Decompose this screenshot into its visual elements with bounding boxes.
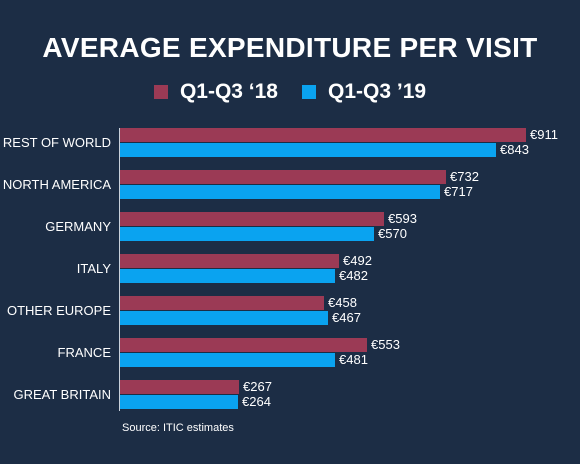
bar-2018 bbox=[120, 128, 526, 142]
data-label: €717 bbox=[444, 184, 473, 199]
bar-2018 bbox=[120, 170, 446, 184]
category-label: GERMANY bbox=[45, 219, 111, 234]
source-note: Source: ITIC estimates bbox=[122, 422, 234, 434]
data-label: €264 bbox=[242, 394, 271, 409]
bar-2018 bbox=[120, 296, 324, 310]
chart-title: AVERAGE EXPENDITURE PER VISIT bbox=[42, 32, 538, 63]
legend-label-2018: Q1-Q3 ‘18 bbox=[179, 80, 278, 103]
bar-2019 bbox=[120, 143, 496, 157]
category-label: REST OF WORLD bbox=[2, 135, 111, 150]
legend-label-2019: Q1-Q3 ’19 bbox=[328, 80, 427, 103]
legend: Q1-Q3 ‘18 Q1-Q3 ’19 bbox=[0, 80, 580, 104]
bar-2019 bbox=[120, 269, 335, 283]
legend-swatch-2018 bbox=[153, 85, 168, 99]
category-label: GREAT BRITAIN bbox=[13, 387, 111, 402]
data-label: €481 bbox=[339, 352, 368, 367]
data-label: €467 bbox=[332, 310, 361, 325]
y-axis-line bbox=[119, 128, 120, 411]
data-label: €843 bbox=[500, 142, 529, 157]
bar-2019 bbox=[120, 395, 238, 409]
category-label: NORTH AMERICA bbox=[2, 177, 111, 192]
bar-2018 bbox=[120, 254, 339, 268]
legend-item-2018: Q1-Q3 ‘18 bbox=[153, 80, 278, 104]
category-label: FRANCE bbox=[57, 345, 111, 360]
bar-2019 bbox=[120, 311, 328, 325]
legend-swatch-2019 bbox=[302, 85, 316, 99]
data-label: €732 bbox=[450, 169, 479, 184]
data-label: €553 bbox=[371, 337, 400, 352]
data-label: €267 bbox=[243, 379, 272, 394]
data-label: €482 bbox=[339, 268, 368, 283]
bar-2019 bbox=[120, 185, 440, 199]
category-label: OTHER EUROPE bbox=[6, 303, 111, 318]
data-label: €911 bbox=[530, 127, 558, 142]
data-label: €492 bbox=[343, 253, 372, 268]
bar-2018 bbox=[120, 338, 367, 352]
data-label: €593 bbox=[388, 211, 417, 226]
data-label: €458 bbox=[328, 295, 357, 310]
bar-2018 bbox=[120, 212, 384, 226]
category-label: ITALY bbox=[76, 261, 111, 276]
legend-item-2019: Q1-Q3 ’19 bbox=[302, 80, 426, 104]
data-label: €570 bbox=[378, 226, 407, 241]
bar-2018 bbox=[120, 380, 239, 394]
bar-2019 bbox=[120, 227, 374, 241]
bar-2019 bbox=[120, 353, 335, 367]
